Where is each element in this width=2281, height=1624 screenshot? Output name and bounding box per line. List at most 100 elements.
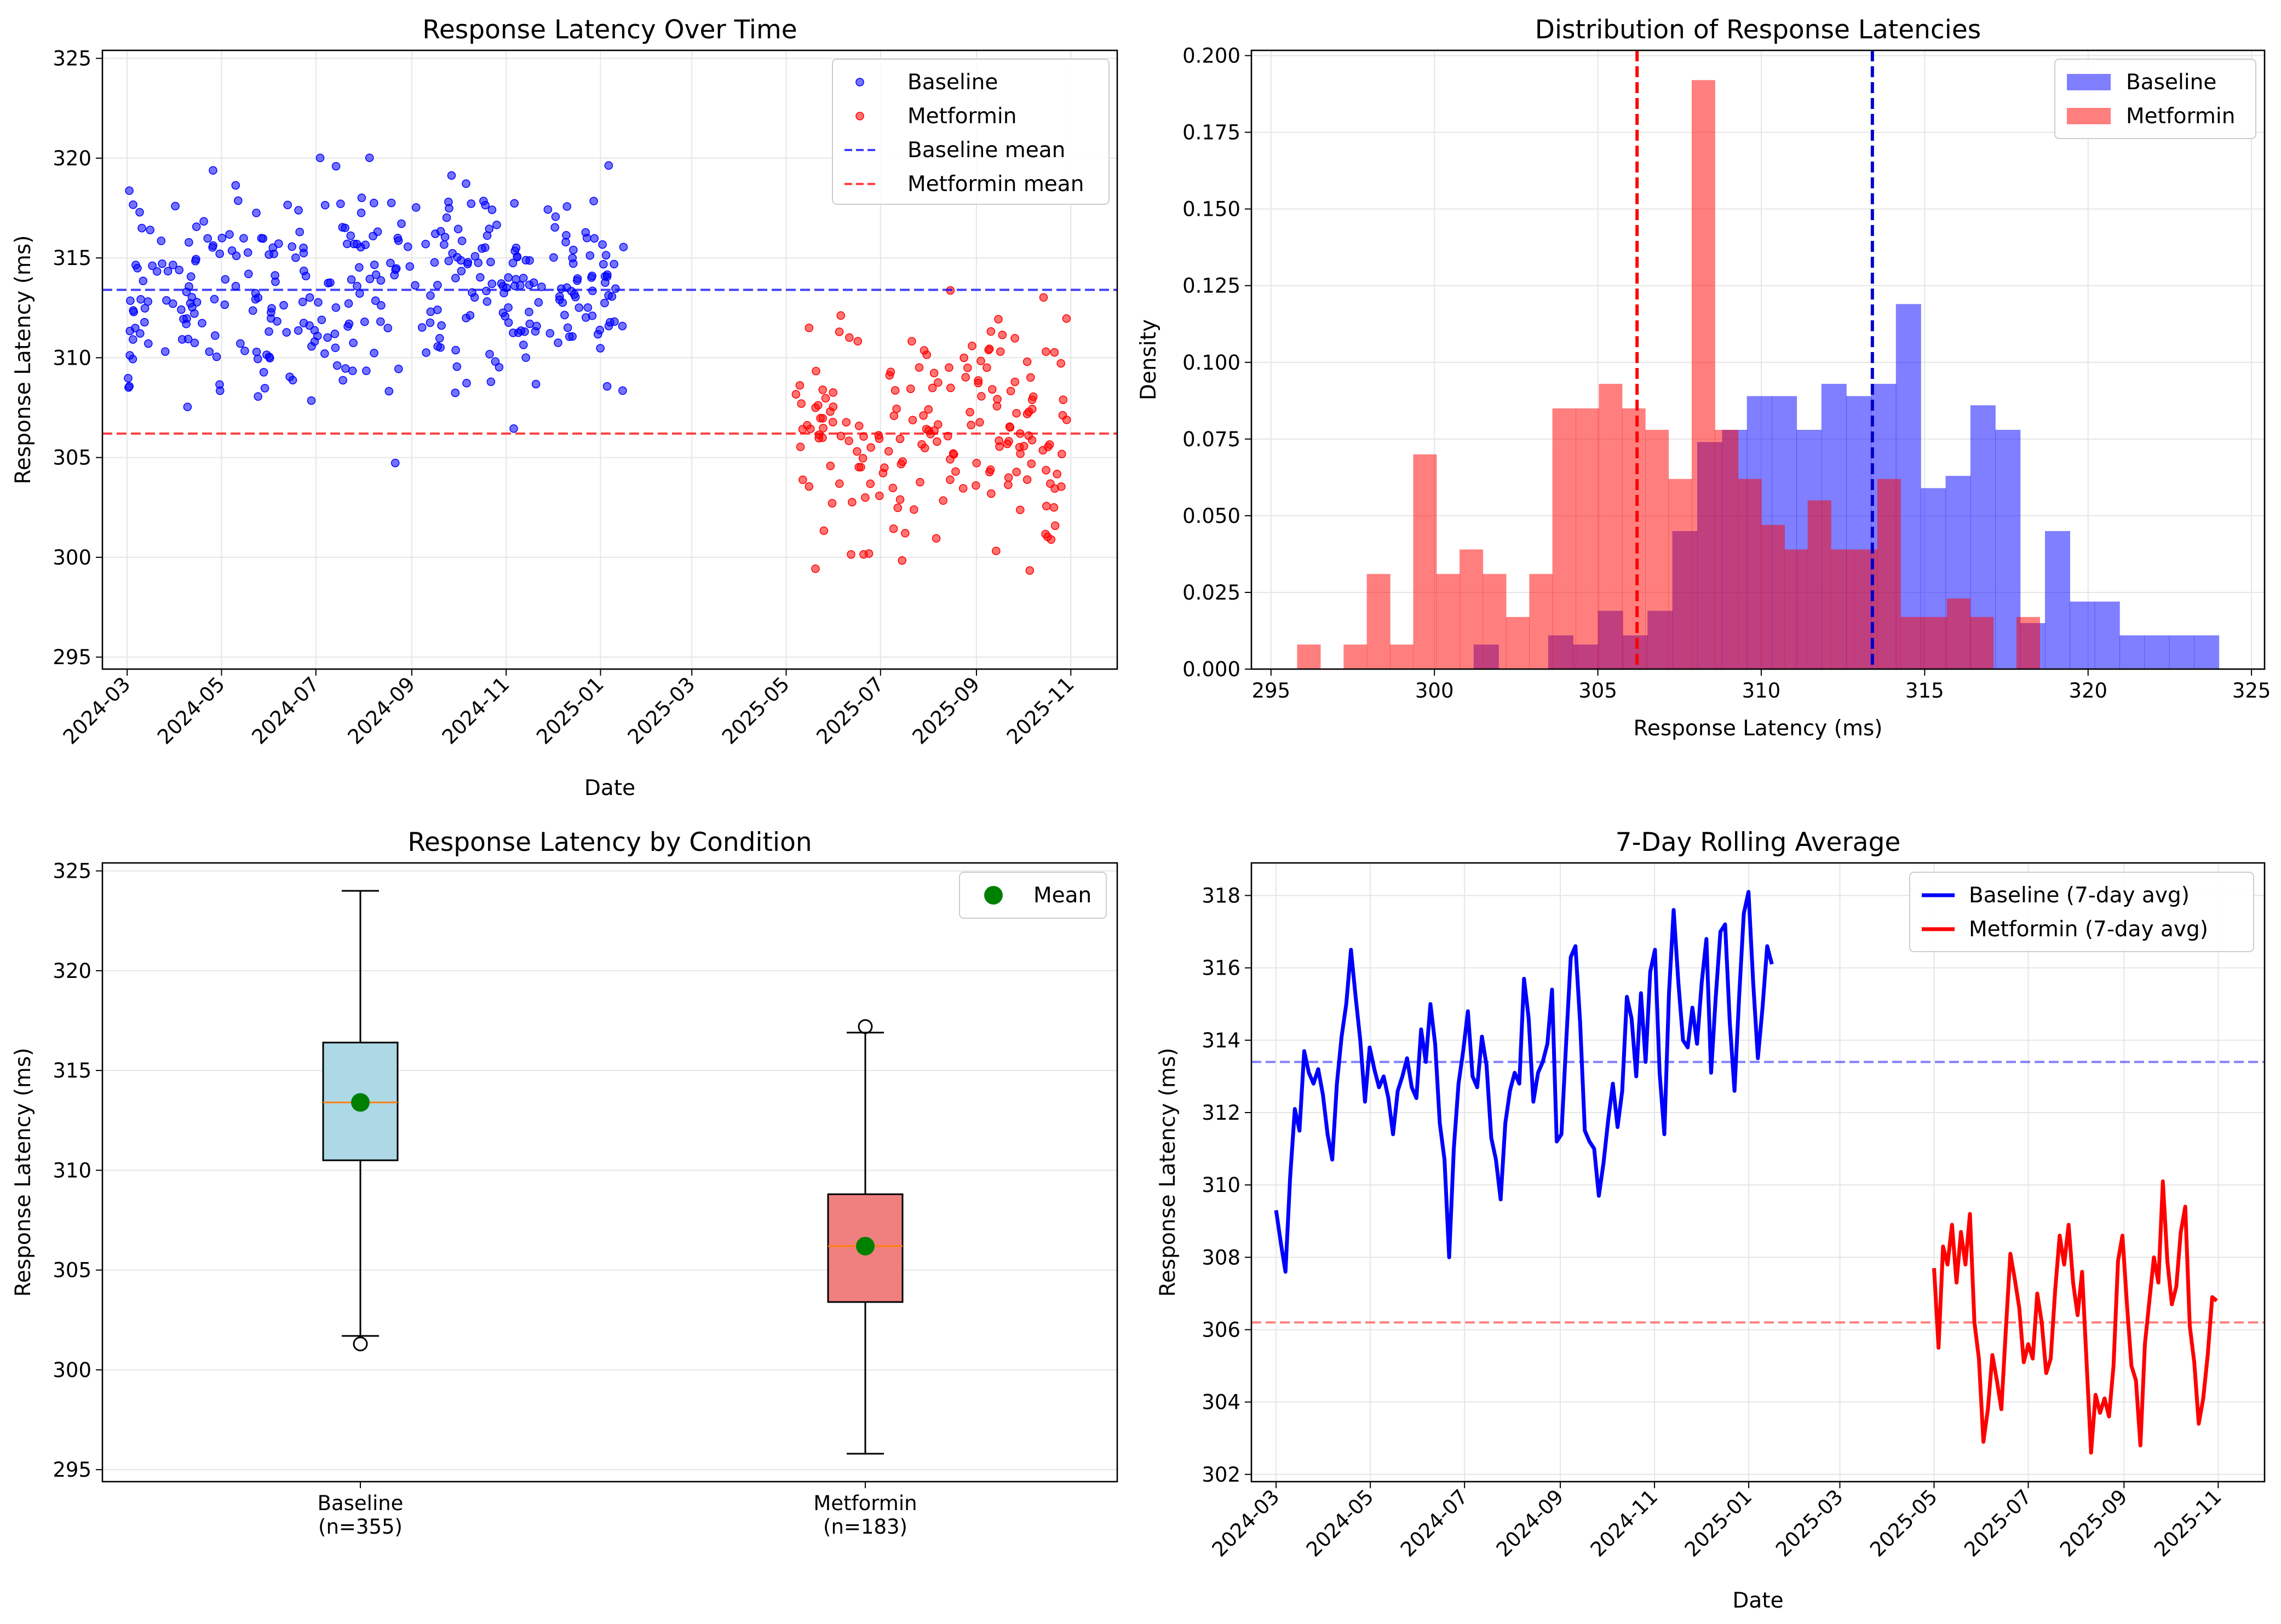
scatter-point	[285, 372, 294, 381]
scatter-point	[497, 279, 506, 288]
scatter-point	[301, 272, 311, 280]
hist-bar	[1460, 549, 1484, 669]
scatter-point	[1012, 468, 1021, 476]
scatter-point	[144, 339, 153, 348]
scatter-point	[198, 319, 206, 327]
scatter-point	[1022, 357, 1032, 366]
scatter-point	[1045, 440, 1054, 449]
scatter-point	[129, 335, 137, 344]
hist-bar	[1483, 574, 1507, 669]
x-axis-label: Date	[584, 776, 635, 801]
scatter-point	[314, 298, 323, 307]
hist-bar	[1923, 617, 1947, 669]
scatter-point	[324, 279, 332, 287]
y-tick-label: 0.200	[1182, 44, 1240, 68]
scatter-point	[972, 481, 980, 490]
scatter-point	[209, 166, 217, 175]
scatter-point	[348, 366, 357, 376]
scatter-point	[163, 267, 173, 276]
scatter-point	[462, 179, 470, 188]
scatter-point	[392, 264, 401, 273]
scatter-point	[924, 405, 933, 414]
legend-label: Metformin (7-day avg)	[1969, 917, 2208, 942]
scatter-point	[203, 234, 212, 243]
scatter-point	[466, 311, 475, 320]
scatter-point	[260, 384, 269, 393]
scatter-point	[596, 344, 605, 353]
y-tick-label: 325	[53, 47, 91, 71]
scatter-point	[422, 348, 430, 357]
y-tick-label: 315	[53, 1059, 91, 1082]
y-tick-label: 314	[1202, 1029, 1240, 1052]
chart-title: Response Latency Over Time	[422, 15, 797, 45]
scatter-point	[283, 200, 292, 210]
scatter-point	[888, 483, 898, 492]
hist-bar	[1946, 598, 1970, 669]
scatter-point	[958, 484, 968, 493]
scatter-point	[826, 407, 835, 416]
y-tick-label: 305	[53, 446, 91, 470]
series-baseline	[124, 153, 628, 468]
scatter-point	[988, 385, 997, 394]
scatter-point	[1039, 293, 1048, 302]
scatter-point	[451, 388, 460, 398]
scatter-point	[298, 297, 307, 307]
legend-box	[1909, 872, 2254, 952]
scatter-point	[907, 337, 916, 346]
scatter-point	[442, 213, 451, 222]
scatter-point	[254, 392, 262, 401]
scatter-point	[554, 338, 562, 347]
scatter-point	[534, 298, 543, 307]
scatter-point	[495, 362, 504, 372]
scatter-point	[795, 381, 805, 390]
scatter-point	[437, 321, 446, 330]
scatter-point	[1010, 377, 1019, 387]
scatter-point	[365, 153, 374, 162]
scatter-point	[225, 230, 234, 239]
scatter-point	[485, 350, 494, 359]
scatter-point	[1016, 449, 1025, 458]
scatter-point	[1042, 466, 1050, 475]
scatter-point	[1053, 470, 1061, 479]
scatter-point	[390, 458, 400, 468]
scatter-point	[171, 201, 180, 211]
scatter-point	[481, 243, 490, 252]
scatter-point	[945, 363, 953, 372]
scatter-point	[259, 368, 268, 377]
scatter-point	[908, 416, 917, 424]
scatter-point	[169, 261, 177, 269]
hist-bar	[1436, 574, 1460, 669]
scatter-point	[1062, 416, 1071, 424]
scatter-point	[890, 386, 900, 395]
scatter-point	[798, 475, 807, 485]
scatter-point	[492, 220, 501, 229]
hist-bar	[1366, 574, 1391, 669]
scatter-point	[829, 418, 837, 427]
scatter-point	[1025, 566, 1035, 575]
scatter-point	[994, 315, 1003, 324]
scatter-point	[898, 556, 906, 565]
scatter-point	[487, 205, 497, 214]
scatter-point	[486, 377, 496, 387]
scatter-point	[1004, 473, 1013, 482]
boxplot-panel: 295 300 305 310 315 320 325 Response Latency (m…	[11, 827, 1118, 1539]
scatter-point	[376, 317, 385, 326]
scatter-point	[866, 443, 875, 452]
scatter-point	[805, 324, 814, 332]
scatter-point	[951, 467, 960, 476]
y-axis-label: Response Latency (ms)	[11, 235, 36, 485]
y-axis-label: Response Latency (ms)	[1156, 1048, 1180, 1297]
scatter-point	[251, 295, 260, 304]
hist-bar	[1831, 549, 1855, 669]
y-tick-label: 310	[53, 1159, 91, 1182]
scatter-point	[185, 238, 193, 247]
scatter-point	[386, 258, 395, 268]
scatter-point	[320, 200, 330, 210]
scatter-point	[179, 314, 188, 324]
scatter-point	[587, 273, 596, 282]
scatter-point	[509, 424, 518, 433]
scatter-point	[371, 296, 380, 305]
scatter-point	[915, 363, 924, 372]
scatter-point	[519, 274, 528, 283]
legend-marker	[855, 78, 864, 87]
